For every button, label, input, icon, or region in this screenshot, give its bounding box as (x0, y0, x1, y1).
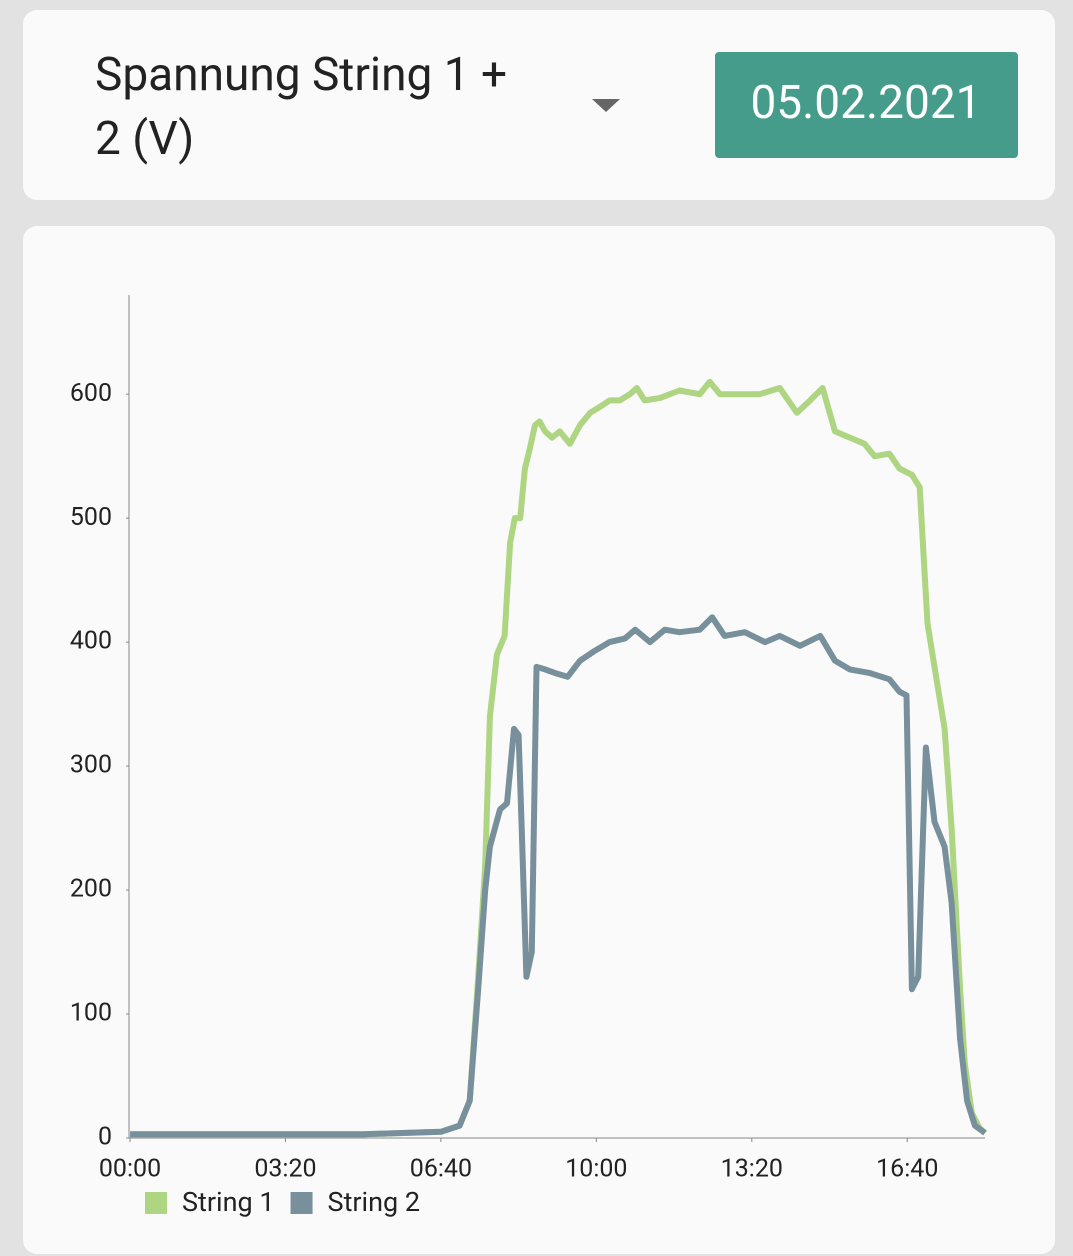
y-tick-label: 200 (70, 875, 112, 904)
y-tick-label: 600 (70, 379, 112, 408)
legend-swatch (290, 1192, 313, 1214)
title-dropdown[interactable]: Spannung String 1 + 2 (V) (95, 48, 620, 166)
y-tick-label: 0 (98, 1123, 112, 1152)
date-button-bg (715, 52, 1018, 158)
dropdown-arrow (592, 99, 620, 112)
series-line (130, 614, 987, 1138)
date-button[interactable]: 05.02.2021 (715, 52, 1018, 158)
date-label: 05.02.2021 (750, 76, 981, 130)
title-line-2: 2 (V) (95, 112, 194, 166)
x-tick-label: 10:00 (565, 1155, 627, 1184)
chart-card (23, 226, 1055, 1254)
legend-label: String 1 (182, 1186, 275, 1218)
x-tick-label: 06:40 (410, 1155, 472, 1184)
title-line-1: Spannung String 1 + (95, 48, 507, 102)
y-tick-label: 400 (70, 627, 112, 656)
y-tick-label: 500 (70, 503, 112, 532)
x-tick-label: 16:40 (876, 1155, 938, 1184)
legend-label: String 2 (328, 1186, 421, 1218)
x-tick-label: 03:20 (254, 1155, 316, 1184)
y-tick-label: 300 (70, 751, 112, 780)
series-line (130, 378, 988, 1138)
legend-swatch (145, 1192, 167, 1214)
chart: 0 100 200 300 400 500 600 00:00 03:20 06:40 10:00 1… (70, 295, 988, 1218)
x-tick-label: 00:00 (99, 1155, 161, 1184)
x-tick-label: 13:20 (721, 1155, 783, 1184)
y-tick-label: 100 (70, 999, 112, 1028)
